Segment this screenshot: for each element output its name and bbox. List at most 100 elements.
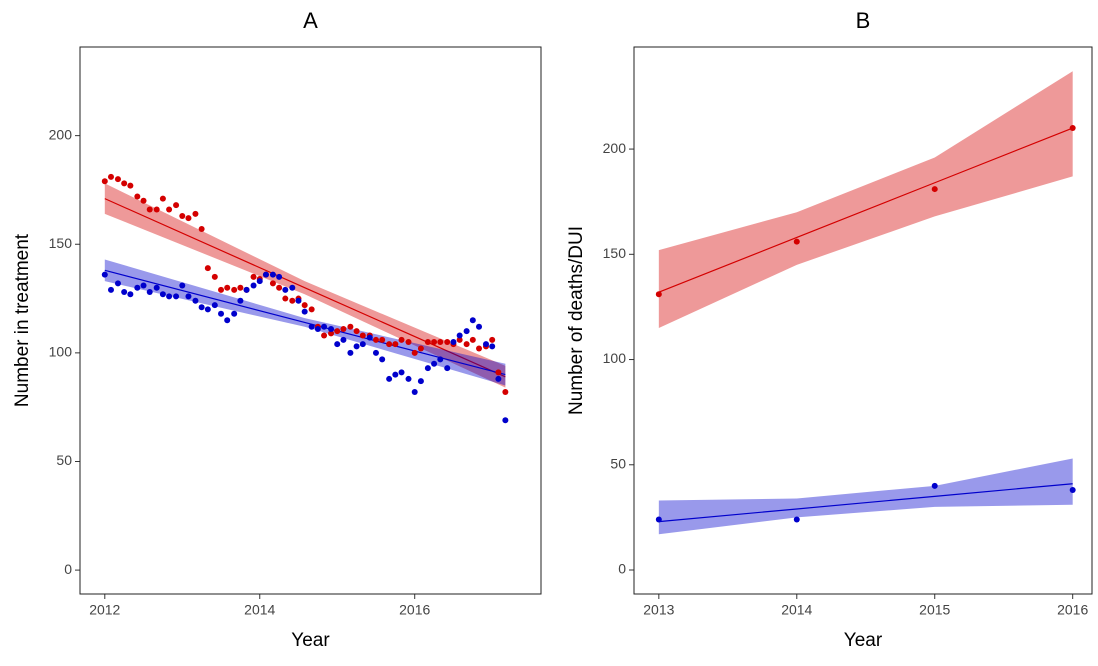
data-point xyxy=(482,341,489,348)
x-tick-label: 2014 xyxy=(781,602,812,618)
data-point xyxy=(398,369,405,376)
data-point xyxy=(359,341,366,348)
data-point xyxy=(146,206,153,213)
data-point xyxy=(398,336,405,343)
y-tick-label: 0 xyxy=(64,561,72,577)
data-point xyxy=(308,323,315,330)
y-tick-label: 150 xyxy=(49,235,73,251)
data-point xyxy=(417,378,424,385)
plot-border xyxy=(79,46,542,595)
data-point xyxy=(417,345,424,352)
data-point xyxy=(386,375,393,382)
data-point xyxy=(463,341,470,348)
data-point xyxy=(489,336,496,343)
y-tick-label: 50 xyxy=(56,452,72,468)
data-point xyxy=(1069,125,1076,132)
data-point xyxy=(379,336,386,343)
data-point xyxy=(328,325,335,332)
y-tick-label: 200 xyxy=(603,140,627,156)
data-point xyxy=(159,195,166,202)
fit-line xyxy=(658,127,1073,293)
data-point xyxy=(431,339,438,346)
data-point xyxy=(469,336,476,343)
data-point xyxy=(134,193,141,200)
y-tick-label: 50 xyxy=(610,455,626,471)
data-point xyxy=(140,282,147,289)
data-point xyxy=(793,516,800,523)
data-point xyxy=(192,297,199,304)
data-point xyxy=(173,202,180,209)
data-point xyxy=(793,238,800,245)
data-point xyxy=(405,375,412,382)
fit-line xyxy=(104,198,506,378)
data-point xyxy=(444,339,451,346)
data-point xyxy=(159,291,166,298)
y-axis-label: Number in treatment xyxy=(12,233,33,407)
data-point xyxy=(256,278,263,285)
data-point xyxy=(328,330,335,337)
data-point xyxy=(655,291,662,298)
y-tick-label: 200 xyxy=(49,126,73,142)
data-point xyxy=(321,332,328,339)
data-point xyxy=(224,284,231,291)
panel-title: A xyxy=(303,8,318,33)
data-point xyxy=(114,176,121,183)
data-point xyxy=(140,197,147,204)
data-point xyxy=(379,356,386,363)
data-point xyxy=(347,323,354,330)
data-point xyxy=(463,328,470,335)
data-point xyxy=(107,173,114,180)
data-point xyxy=(107,286,114,293)
data-point xyxy=(502,417,509,424)
data-point xyxy=(359,332,366,339)
x-axis-label: Year xyxy=(291,630,330,651)
data-point xyxy=(153,284,160,291)
data-point xyxy=(250,282,257,289)
data-point xyxy=(179,282,186,289)
data-point xyxy=(198,226,205,233)
data-point xyxy=(211,273,218,280)
data-point xyxy=(276,273,283,280)
data-point xyxy=(153,206,160,213)
data-point xyxy=(495,375,502,382)
data-point xyxy=(269,271,276,278)
data-point xyxy=(476,323,483,330)
data-point xyxy=(231,310,238,317)
fit-line xyxy=(658,483,1073,523)
data-point xyxy=(146,289,153,296)
data-point xyxy=(204,306,211,313)
data-point xyxy=(243,286,250,293)
data-point xyxy=(456,332,463,339)
data-point xyxy=(489,343,496,350)
data-point xyxy=(134,284,141,291)
data-point xyxy=(127,182,134,189)
x-tick-label: 2013 xyxy=(643,602,674,618)
data-point xyxy=(211,302,218,309)
data-point xyxy=(353,328,360,335)
data-point xyxy=(386,341,393,348)
data-point xyxy=(198,304,205,311)
x-tick-label: 2016 xyxy=(1057,602,1088,618)
confidence-band xyxy=(658,71,1073,328)
x-tick-label: 2015 xyxy=(919,602,950,618)
data-point xyxy=(469,317,476,324)
data-point xyxy=(502,388,509,395)
data-point xyxy=(405,339,412,346)
data-point xyxy=(308,306,315,313)
data-point xyxy=(218,310,225,317)
data-point xyxy=(282,295,289,302)
y-tick-label: 100 xyxy=(603,350,627,366)
data-point xyxy=(353,343,360,350)
panel-title: B xyxy=(856,8,871,33)
x-axis-label: Year xyxy=(844,630,883,651)
data-point xyxy=(185,293,192,300)
data-point xyxy=(121,289,128,296)
data-point xyxy=(411,349,418,356)
y-tick-label: 150 xyxy=(603,245,627,261)
data-point xyxy=(185,215,192,222)
data-point xyxy=(101,271,108,278)
data-point xyxy=(334,341,341,348)
data-point xyxy=(431,360,438,367)
data-point xyxy=(166,206,173,213)
